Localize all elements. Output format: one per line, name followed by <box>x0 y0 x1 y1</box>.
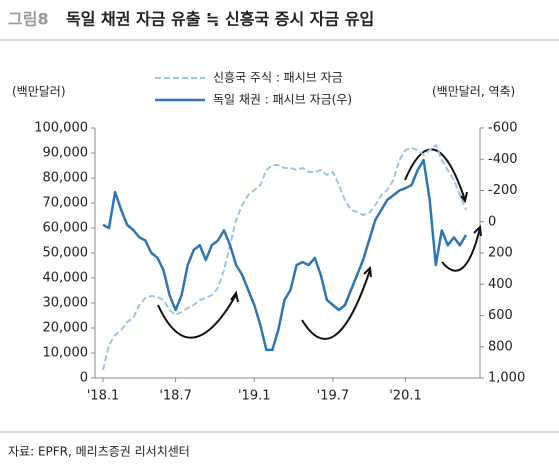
arrow <box>157 294 237 339</box>
y-tick-label: 10,000 <box>43 346 89 361</box>
y-tick-label: 70,000 <box>43 196 89 211</box>
y2-tick-label: 1,000 <box>488 371 525 386</box>
arrow-head <box>230 290 239 303</box>
y2-tick-label: 0 <box>488 214 496 229</box>
y-tick-label: 50,000 <box>43 246 89 261</box>
figure-label: 그림8 <box>8 10 49 29</box>
y2-tick-label: -200 <box>488 183 518 198</box>
annotation-arrows <box>157 148 482 340</box>
y2-tick-label: -400 <box>488 152 518 167</box>
arrow-head <box>363 265 372 278</box>
series-line <box>102 144 467 371</box>
source: 자료: EPFR, 메리츠증권 리서치센터 <box>8 445 190 459</box>
y2-tick-label: 600 <box>488 308 513 323</box>
y-tick-label: 60,000 <box>43 221 89 236</box>
x-tick-label: '18.1 <box>87 389 120 404</box>
arrow <box>404 148 466 201</box>
y-tick-label: 40,000 <box>43 271 89 286</box>
y-tick-label: 80,000 <box>43 171 89 186</box>
y2-tick-label: -600 <box>488 121 518 136</box>
legend-label: 신흥국 주식 : 패시브 자금 <box>213 71 343 85</box>
y-tick-label: 0 <box>80 371 88 386</box>
x-tick-label: '19.1 <box>238 389 271 404</box>
arrow-head <box>473 224 482 237</box>
y-axis-label: (백만달러) <box>12 85 66 99</box>
x-tick-label: '18.7 <box>159 389 192 404</box>
y-tick-label: 100,000 <box>34 121 88 136</box>
arrow <box>301 269 371 340</box>
y2-tick-label: 200 <box>488 246 513 261</box>
y2-tick-label: 800 <box>488 339 513 354</box>
arrow <box>441 227 481 272</box>
y2-axis-label: (백만달러, 역축) <box>432 85 515 99</box>
y-tick-label: 90,000 <box>43 146 89 161</box>
y2-tick-label: 400 <box>488 277 513 292</box>
x-tick-label: '20.1 <box>389 389 422 404</box>
arrow-head <box>459 191 468 204</box>
y-tick-label: 20,000 <box>43 321 89 336</box>
legend-label: 독일 채권 : 패시브 자금(우) <box>213 93 352 107</box>
chart-title: 독일 채권 자금 유출 ≒ 신흥국 증시 자금 유입 <box>66 10 374 29</box>
y-tick-label: 30,000 <box>43 296 89 311</box>
series-line <box>102 158 468 352</box>
x-tick-label: '19.7 <box>317 389 350 404</box>
